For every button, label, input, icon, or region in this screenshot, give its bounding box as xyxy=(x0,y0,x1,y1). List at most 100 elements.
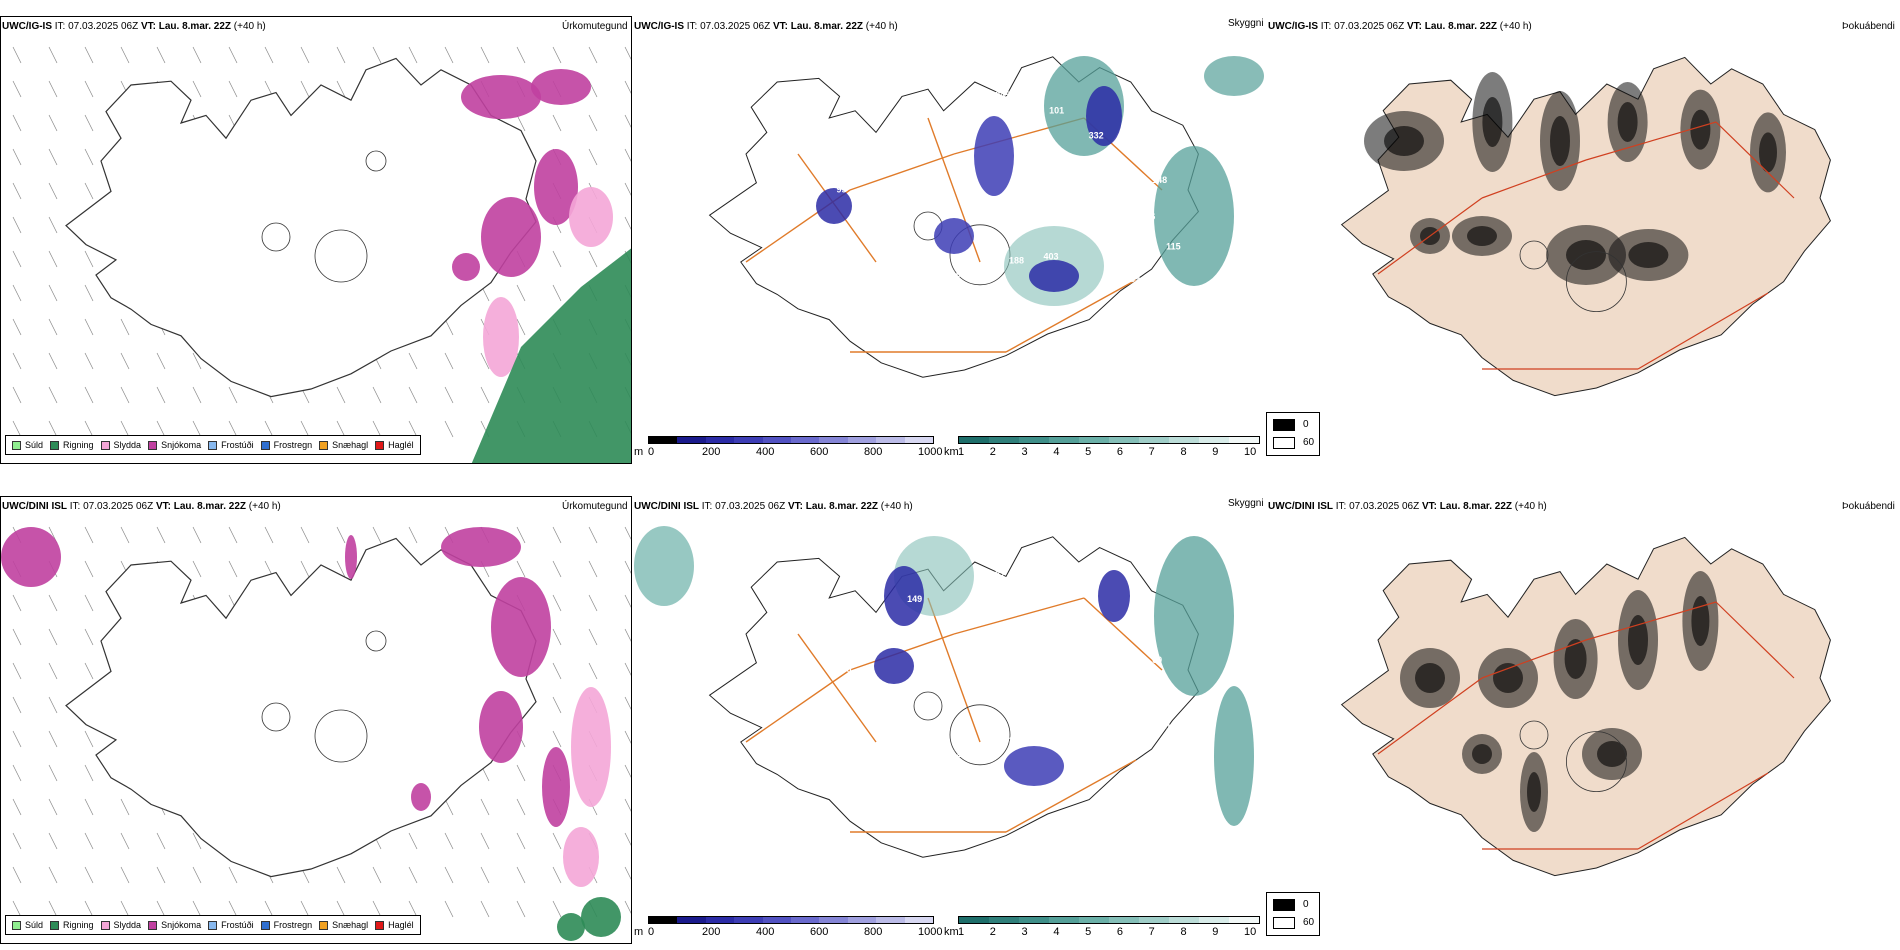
scale-tick-label: 3 xyxy=(1021,446,1028,458)
scale-segment xyxy=(819,437,848,443)
wind-barb xyxy=(84,114,94,132)
model-name: UWC/DINI ISL xyxy=(2,501,67,512)
sleet-area xyxy=(571,687,611,807)
wind-barb xyxy=(300,526,310,544)
scale-unit: km xyxy=(944,926,959,938)
cloud-base-value-label: 402 xyxy=(907,114,922,124)
fog-indicator-core xyxy=(1472,744,1492,764)
wind-barb xyxy=(84,662,94,680)
scale-tick-label: 200 xyxy=(702,446,721,458)
wind-barb xyxy=(624,114,631,128)
panel-header-fog-bottom: UWC/DINI ISL IT: 07.03.2025 06Z VT: Lau.… xyxy=(1268,501,1547,512)
cloud-base-value-label: 381 xyxy=(1009,735,1024,745)
scale-tick-label: 7 xyxy=(1148,926,1155,938)
scale-segment xyxy=(1079,437,1109,443)
road xyxy=(1005,759,1137,833)
scale-bar xyxy=(958,436,1260,444)
it-label: IT: xyxy=(69,501,81,512)
model-name: UWC/IG-IS xyxy=(1268,21,1318,32)
rain-area xyxy=(471,248,631,463)
snowfall-area xyxy=(452,253,480,281)
wind-barb xyxy=(12,114,22,132)
wind-barb xyxy=(228,900,238,918)
wind-barb xyxy=(552,284,562,302)
wind-barb xyxy=(48,250,58,268)
wind-barb xyxy=(444,46,454,64)
scale-segment xyxy=(847,437,877,443)
cloud-base-value-label: 36 xyxy=(898,141,908,151)
lead-time: (+40 h) xyxy=(248,501,281,512)
fog-indicator-core xyxy=(1493,663,1523,693)
wind-barb xyxy=(192,80,202,98)
scale-segment xyxy=(876,917,905,923)
scale-segment xyxy=(904,437,934,443)
cloud-base-value-label: 60 xyxy=(1152,655,1162,665)
scale-segment xyxy=(959,437,989,443)
wind-barb xyxy=(588,526,598,544)
legend-item: Haglél xyxy=(375,440,414,450)
cloud-base-value-label: 204 xyxy=(862,639,877,649)
wind-barb xyxy=(408,526,418,544)
wind-barb xyxy=(300,560,310,578)
wind-barb xyxy=(516,284,526,302)
fog-scale-black-swatch xyxy=(1273,419,1295,431)
legend-swatch xyxy=(148,920,158,930)
low-visibility-area xyxy=(1154,146,1234,286)
wind-barb xyxy=(84,764,94,782)
road xyxy=(1637,292,1769,370)
road xyxy=(1377,677,1483,755)
road xyxy=(1005,279,1137,353)
wind-barb xyxy=(408,866,418,884)
scale-tick-label: 5 xyxy=(1085,926,1092,938)
cloud-base-value-label: 106 xyxy=(880,737,895,747)
wind-barb xyxy=(12,866,22,884)
wind-barb xyxy=(192,352,202,370)
wind-barb xyxy=(12,798,22,816)
wind-barb xyxy=(12,730,22,748)
legend-swatch xyxy=(260,440,270,450)
scale-segment xyxy=(1139,437,1169,443)
cloud-base-value-label: 165 xyxy=(951,269,966,279)
wind-barb xyxy=(336,420,346,438)
wind-barb xyxy=(444,352,454,370)
wind-barb xyxy=(264,526,274,544)
wind-barb xyxy=(120,420,130,438)
legend-swatch xyxy=(260,920,270,930)
scale-segment xyxy=(677,437,706,443)
wind-barb xyxy=(84,730,94,748)
fog-indicator-core xyxy=(1527,772,1541,812)
wind-barb xyxy=(12,832,22,850)
wind-barb xyxy=(372,526,382,544)
wind-barb xyxy=(588,148,598,166)
cloud-base-value-label: 332 xyxy=(1089,130,1104,140)
scale-tick-label: 600 xyxy=(810,926,829,938)
snowfall-area xyxy=(411,783,431,811)
wind-barb xyxy=(588,628,598,646)
scale-tick-label: 400 xyxy=(756,446,775,458)
wind-barb xyxy=(552,866,562,884)
wind-barb xyxy=(516,764,526,782)
cloud-base-value-label: 92 xyxy=(1137,137,1147,147)
snowfall-area xyxy=(461,75,541,119)
wind-barb xyxy=(408,832,418,850)
wind-barb xyxy=(372,866,382,884)
wind-barb xyxy=(408,900,418,918)
cloud-base-value-label: 219 xyxy=(862,159,877,169)
scale-unit: m xyxy=(634,446,644,458)
wind-barb xyxy=(480,866,490,884)
wind-barb xyxy=(552,730,562,748)
scale-tick-label: 10 xyxy=(1244,926,1257,938)
wind-barb xyxy=(48,832,58,850)
fog-scale-min: 0 xyxy=(1303,419,1309,430)
legend-item: Slydda xyxy=(100,440,141,450)
visibility-scale-bottom: km 1 2 3 4 5 6 7 8 9 10 xyxy=(944,916,1264,942)
snowfall-area xyxy=(345,535,357,579)
wind-barb xyxy=(120,798,130,816)
wind-barb xyxy=(516,560,526,578)
snowfall-area xyxy=(1,527,61,587)
road xyxy=(1481,639,1587,679)
wind-barb xyxy=(444,832,454,850)
wind-barb xyxy=(588,46,598,64)
legend-swatch xyxy=(12,920,21,930)
scale-segment xyxy=(1229,917,1259,923)
